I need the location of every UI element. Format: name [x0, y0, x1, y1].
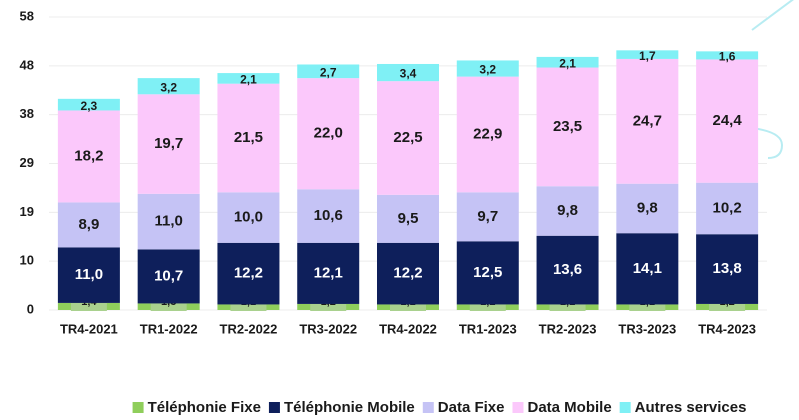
legend-label: Data Mobile	[527, 399, 611, 416]
data-label: 13,8	[713, 260, 742, 277]
data-label: 9,5	[398, 210, 419, 227]
y-tick-label: 58	[20, 8, 34, 23]
data-label: 12,1	[314, 264, 343, 281]
data-label: 12,2	[393, 265, 422, 282]
legend-label: Data Fixe	[438, 399, 505, 416]
x-tick-label: TR4-2022	[379, 321, 437, 336]
x-tick-label: TR3-2023	[618, 321, 676, 336]
data-label: 1,6	[719, 50, 736, 64]
x-tick-label: TR3-2022	[299, 321, 357, 336]
data-label: 3,4	[400, 67, 417, 81]
data-label: 10,7	[154, 267, 183, 284]
y-tick-label: 29	[20, 155, 34, 170]
data-label: 22,5	[393, 129, 422, 146]
data-label: 12,2	[234, 265, 263, 282]
data-label: 24,7	[633, 112, 662, 129]
y-tick-label: 19	[20, 204, 34, 219]
data-label: 24,4	[713, 112, 743, 129]
data-label: 11,0	[75, 266, 103, 283]
data-label: 9,8	[557, 202, 578, 219]
x-tick-label: TR4-2023	[698, 321, 756, 336]
data-label: 1,7	[639, 49, 656, 63]
data-label: 21,5	[234, 129, 263, 146]
data-label: 19,7	[154, 135, 183, 152]
data-label: 10,6	[314, 207, 343, 224]
data-label: 23,5	[553, 118, 582, 135]
data-label: 18,2	[74, 147, 103, 164]
x-tick-label: TR1-2023	[459, 321, 517, 336]
data-label: 9,8	[637, 199, 658, 216]
data-label: 22,0	[314, 125, 343, 142]
data-label: 22,9	[473, 125, 502, 142]
y-tick-label: 48	[20, 57, 34, 72]
data-label: 2,1	[240, 73, 257, 87]
data-label: 3,2	[160, 80, 177, 94]
legend-swatch	[269, 402, 280, 413]
legend-swatch	[423, 402, 434, 413]
legend-label: Téléphonie Fixe	[148, 399, 261, 416]
decoration	[752, 0, 799, 158]
data-label: 2,7	[320, 65, 337, 79]
data-label: 10,0	[234, 209, 263, 226]
legend-label: Téléphonie Mobile	[284, 399, 415, 416]
data-label: 14,1	[633, 260, 662, 277]
page: {"chart_data": {"type": "stacked_bar", "…	[0, 0, 799, 420]
legend-swatch	[512, 402, 523, 413]
y-tick-label: 0	[27, 301, 34, 316]
data-label: 13,6	[553, 261, 582, 278]
data-label: 12,5	[473, 264, 502, 281]
legend-label: Autres services	[635, 399, 747, 416]
y-tick-label: 10	[20, 253, 34, 268]
data-label: 3,2	[479, 63, 496, 77]
data-label: 11,0	[154, 213, 182, 230]
x-tick-label: TR4-2021	[60, 321, 118, 336]
y-tick-label: 38	[20, 106, 34, 121]
chart: 0101929384858TR4-20211,411,08,918,22,3TR…	[0, 0, 799, 420]
data-label: 9,7	[477, 208, 498, 225]
x-tick-label: TR1-2022	[140, 321, 198, 336]
x-tick-label: TR2-2022	[220, 321, 278, 336]
legend-swatch	[133, 402, 144, 413]
data-label: 10,2	[713, 199, 742, 216]
data-label: 2,3	[81, 99, 98, 113]
data-label: 8,9	[78, 216, 99, 233]
x-tick-label: TR2-2023	[539, 321, 597, 336]
legend-swatch	[620, 402, 631, 413]
data-label: 2,1	[559, 56, 576, 70]
